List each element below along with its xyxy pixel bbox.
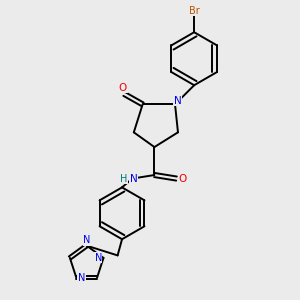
Text: N: N: [173, 96, 181, 106]
Text: N: N: [83, 236, 90, 245]
Text: N: N: [78, 273, 85, 283]
Text: O: O: [119, 82, 127, 93]
Text: N: N: [130, 174, 138, 184]
Text: H: H: [120, 174, 128, 184]
Text: N: N: [94, 253, 102, 263]
Text: O: O: [179, 174, 187, 184]
Text: Br: Br: [189, 6, 200, 16]
